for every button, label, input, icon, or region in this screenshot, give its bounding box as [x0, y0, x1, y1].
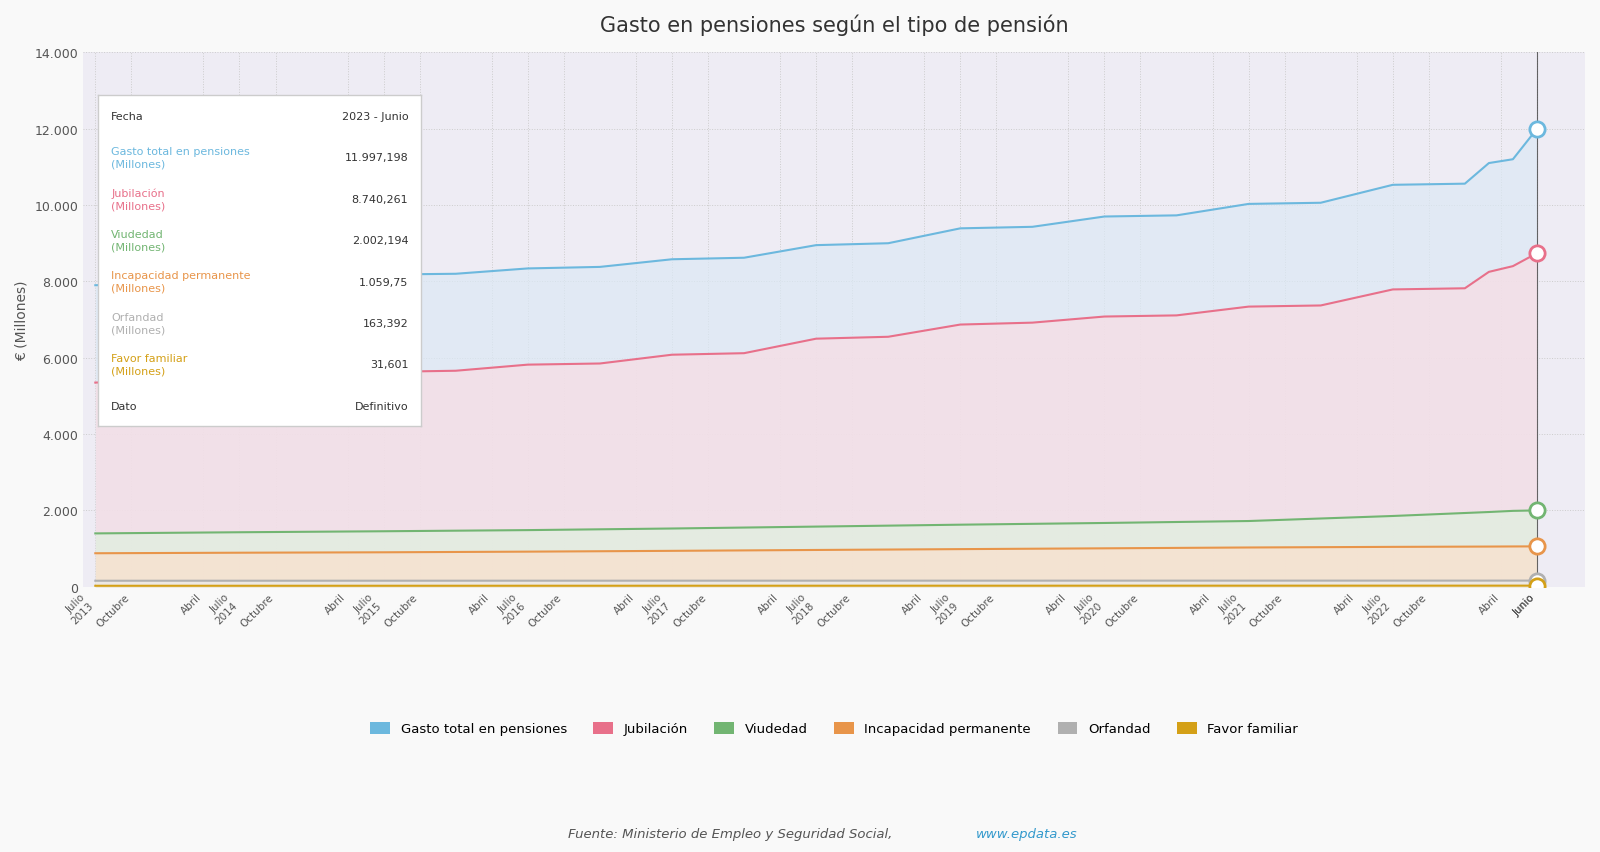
Text: www.epdata.es: www.epdata.es	[976, 826, 1077, 840]
Text: Fuente: Ministerio de Empleo y Seguridad Social,: Fuente: Ministerio de Empleo y Seguridad…	[568, 826, 896, 840]
Legend: Gasto total en pensiones, Jubilación, Viudedad, Incapacidad permanente, Orfandad: Gasto total en pensiones, Jubilación, Vi…	[365, 717, 1302, 740]
Y-axis label: € (Millones): € (Millones)	[14, 280, 29, 360]
Title: Gasto en pensiones según el tipo de pensión: Gasto en pensiones según el tipo de pens…	[600, 15, 1069, 37]
